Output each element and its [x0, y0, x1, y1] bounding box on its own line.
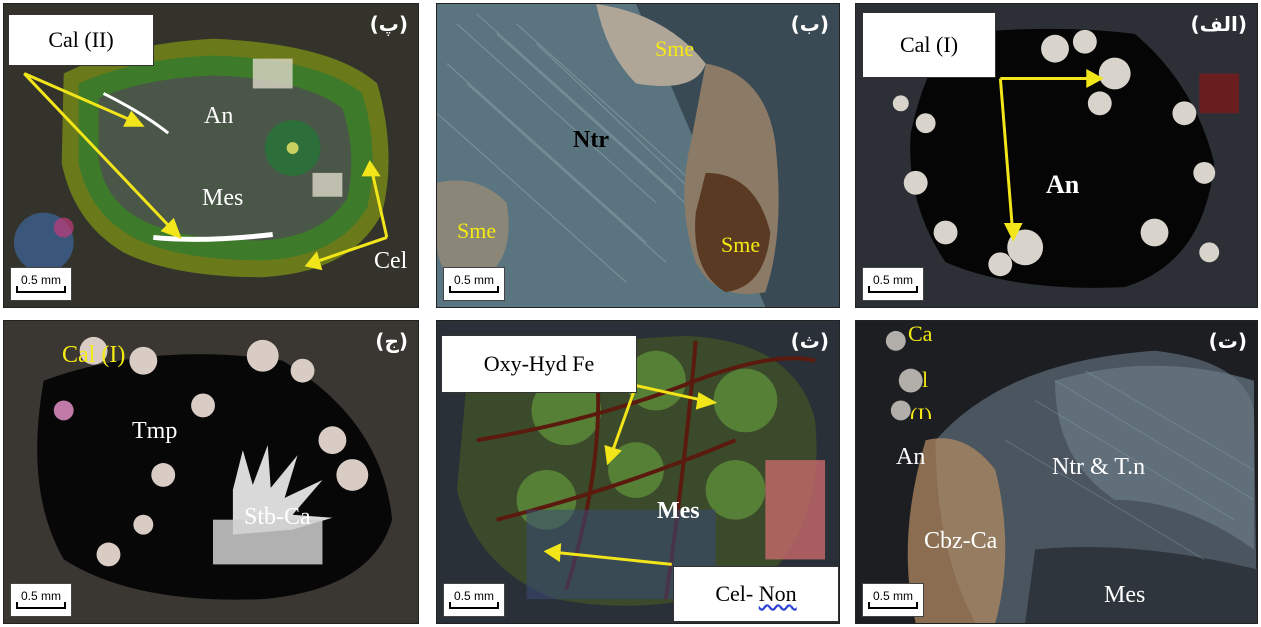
label-an: An [1046, 170, 1080, 199]
scale-bar: 0.5 mm [443, 583, 505, 617]
micrograph-image-te [856, 321, 1257, 623]
label-box-cal-ii: Cal (II) [8, 14, 154, 66]
scale-bar: 0.5 mm [10, 583, 72, 617]
scale-bar: 0.5 mm [443, 267, 505, 301]
label-mes: Mes [1104, 582, 1146, 608]
scale-bar: 0.5 mm [10, 267, 72, 301]
label-stb-ca: Stb-Ca [244, 504, 311, 530]
label-an: An [896, 444, 926, 470]
label-ntr-tn: Ntr & T.n [1052, 454, 1146, 480]
label-mes: Mes [657, 498, 700, 524]
panel-letter-alef: (الف) [1190, 12, 1247, 36]
panel-letter-pe: (پ) [369, 12, 408, 36]
label-box-cal-i: Cal (I) [862, 12, 996, 78]
label-cal-part-2: l [922, 367, 929, 392]
label-non: Non [758, 581, 797, 606]
panel-letter-se: (ث) [790, 329, 829, 353]
label-cal-i: Cal (I) [62, 342, 126, 368]
micrograph-panel-be: (ب) Sme Ntr Sme Sme 0.5 mm [436, 3, 840, 308]
label-mes: Mes [202, 185, 244, 211]
label-cel: Cel- [715, 581, 759, 606]
label-cel: Cel [374, 248, 408, 274]
label-cal-part-1: Ca [908, 321, 933, 346]
label-sme-left: Sme [457, 218, 497, 243]
panel-letter-jim: (ج) [375, 329, 408, 353]
micrograph-image-jim [4, 321, 418, 623]
label-cbz-ca: Cbz-Ca [924, 528, 998, 554]
micrograph-image-se [437, 321, 839, 623]
label-ntr: Ntr [573, 127, 609, 153]
label-box-oxy-hyd-fe: Oxy-Hyd Fe [441, 335, 637, 393]
micrograph-panel-jim: (ج) Cal (I) Tmp Stb-Ca 0.5 mm [3, 320, 419, 624]
micrograph-panel-pe: Cal (II) (پ) An Mes Cel 0.5 mm [3, 3, 419, 308]
micrograph-panel-alef: Cal (I) (الف) An 0.5 mm [855, 3, 1258, 308]
label-box-cel-non: Cel- Non [673, 566, 839, 622]
label-tmp: Tmp [132, 418, 178, 444]
label-sme-top: Sme [655, 36, 695, 61]
scale-bar: 0.5 mm [862, 267, 924, 301]
micrograph-panel-se: Oxy-Hyd Fe (ث) Mes Cel- Non 0.5 mm [436, 320, 840, 624]
micrograph-image-be [437, 4, 839, 307]
label-cal-part-3: (I) [910, 405, 932, 419]
scale-bar: 0.5 mm [862, 583, 924, 617]
label-an: An [204, 103, 234, 129]
panel-letter-be: (ب) [790, 12, 829, 36]
micrograph-panel-te: (ت) Ca l (I) An Ntr & T.n Cbz-Ca Mes 0.5… [855, 320, 1258, 624]
panel-letter-te: (ت) [1208, 329, 1247, 353]
label-sme-right: Sme [721, 232, 761, 257]
